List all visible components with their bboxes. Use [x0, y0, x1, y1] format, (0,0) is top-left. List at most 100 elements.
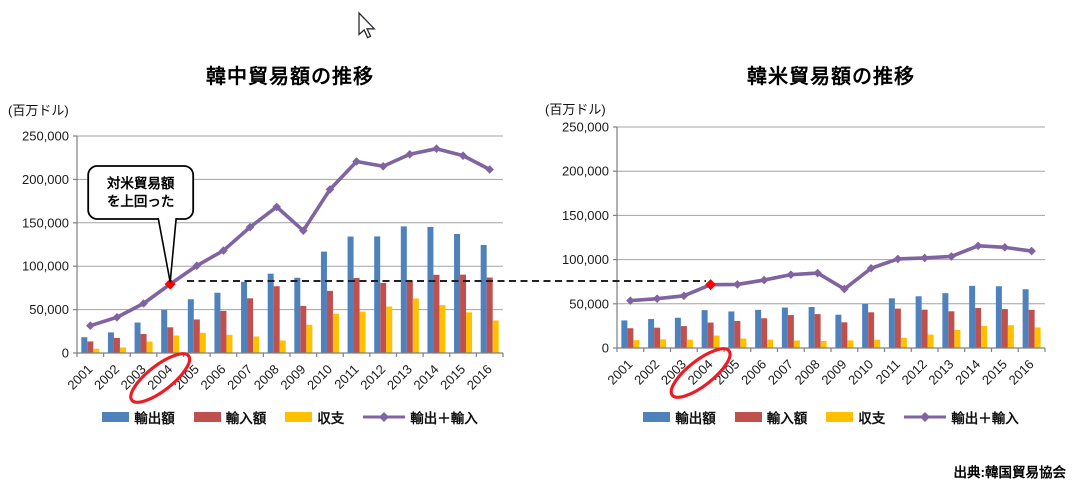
marker-2005: [192, 261, 202, 271]
bar-balance-2005: [199, 332, 206, 353]
legend-swatch-total: [363, 412, 406, 422]
x-label-2011: 2011: [331, 362, 361, 392]
bar-imports-2002: [113, 337, 120, 353]
bar-exports-2009: [835, 314, 842, 348]
bar-imports-2008: [814, 314, 821, 348]
y-tick-label: 0: [62, 346, 69, 361]
marker-2007: [245, 222, 255, 232]
marker-2009: [299, 226, 308, 235]
bar-exports-2006: [755, 309, 762, 348]
bar-balance-2003: [146, 341, 153, 353]
x-label-2013: 2013: [384, 362, 415, 393]
marker-2015: [458, 151, 468, 160]
highlight-marker-left: [164, 278, 176, 290]
bar-balance-2010: [332, 313, 339, 353]
legend-swatch-total: [904, 412, 947, 422]
bar-imports-2007: [247, 298, 254, 353]
x-label-2002: 2002: [631, 357, 662, 388]
bar-exports-2003: [674, 317, 681, 348]
source-note: 出典:韓国貿易協会: [953, 465, 1067, 480]
x-label-2014: 2014: [411, 362, 442, 393]
trend-line-right: [630, 244, 1032, 303]
bar-imports-2013: [948, 311, 955, 348]
x-label-2015: 2015: [979, 357, 1010, 388]
legend-left: 輸出額 輸入額 収支 輸出＋輸入: [70, 407, 510, 427]
marker-2014: [973, 241, 983, 251]
bar-balance-2009: [847, 340, 854, 348]
y-tick-label: 250,000: [562, 120, 609, 135]
bar-imports-2006: [761, 318, 768, 348]
bar-imports-2016: [486, 277, 493, 353]
bar-imports-2001: [87, 341, 94, 353]
x-label-2010: 2010: [845, 357, 876, 388]
bar-exports-2015: [454, 233, 461, 353]
bar-exports-2016: [480, 244, 487, 353]
marker-2014: [432, 144, 441, 153]
marker-2010: [866, 263, 876, 273]
bar-imports-2006: [220, 310, 227, 353]
bar-balance-2013: [954, 329, 961, 348]
x-label-2011: 2011: [873, 357, 903, 387]
marker-2013: [405, 149, 415, 159]
marker-2002: [112, 312, 122, 322]
bar-imports-2010: [868, 312, 875, 348]
bar-imports-2009: [841, 322, 848, 348]
y-tick-label: 50,000: [29, 302, 69, 317]
circled-year-ellipse: [669, 347, 732, 399]
bar-exports-2002: [107, 332, 114, 353]
y-tick-label: 200,000: [562, 164, 609, 179]
x-label-2010: 2010: [304, 362, 335, 393]
bar-balance-2007: [793, 340, 800, 348]
y-axis-unit-right: (百万ドル): [545, 102, 606, 117]
bar-exports-2004: [701, 310, 708, 348]
marker-2001: [86, 321, 95, 330]
marker-2003: [139, 299, 148, 308]
marker-2013: [947, 252, 956, 261]
legend-label-imports: 輸入額: [766, 411, 808, 426]
callout-text: を上回った: [107, 194, 175, 209]
y-tick-label: 200,000: [22, 172, 69, 187]
bar-balance-2006: [226, 334, 233, 353]
x-label-2014: 2014: [952, 357, 983, 388]
x-label-2006: 2006: [738, 357, 769, 388]
bar-exports-2012: [915, 296, 922, 348]
y-tick-label: 50,000: [569, 296, 609, 311]
marker-2009: [840, 284, 849, 294]
bar-imports-2010: [326, 290, 333, 353]
bar-balance-2001: [633, 340, 640, 348]
bar-exports-2010: [862, 303, 869, 348]
y-tick-label: 100,000: [22, 259, 69, 274]
legend-swatch-balance: [826, 412, 854, 422]
bar-exports-2007: [781, 307, 788, 348]
y-tick-label: 250,000: [22, 129, 69, 144]
bar-imports-2011: [353, 277, 360, 353]
bar-imports-2002: [654, 327, 661, 348]
legend-right: 輸出額 輸入額 収支 輸出＋輸入: [610, 407, 1052, 427]
bar-balance-2009: [306, 324, 313, 353]
legend-label-balance: 収支: [317, 411, 345, 426]
legend-label-exports: 輸出額: [675, 411, 716, 426]
marker-2008: [813, 268, 822, 278]
legend-label-balance: 収支: [858, 411, 886, 426]
bar-exports-2013: [942, 293, 949, 348]
bar-exports-2011: [347, 236, 354, 353]
bar-exports-2005: [728, 311, 735, 348]
circled-year-ellipse: [129, 352, 192, 404]
legend-item-balance: 収支: [826, 407, 885, 427]
bar-exports-2004: [161, 309, 168, 353]
bar-imports-2004: [707, 322, 714, 348]
bar-balance-2008: [820, 340, 827, 348]
marker-2011: [352, 157, 361, 166]
bar-imports-2012: [921, 309, 928, 348]
bar-imports-2011: [894, 308, 901, 348]
bar-imports-2009: [300, 305, 307, 353]
bar-exports-2001: [81, 337, 88, 353]
callout-text: 対米貿易額: [106, 175, 175, 191]
legend-label-exports: 輸出額: [134, 411, 175, 426]
bar-imports-2016: [1028, 309, 1035, 348]
bar-exports-2008: [267, 273, 274, 353]
bar-exports-2007: [241, 281, 248, 353]
bar-exports-2010: [320, 251, 327, 353]
